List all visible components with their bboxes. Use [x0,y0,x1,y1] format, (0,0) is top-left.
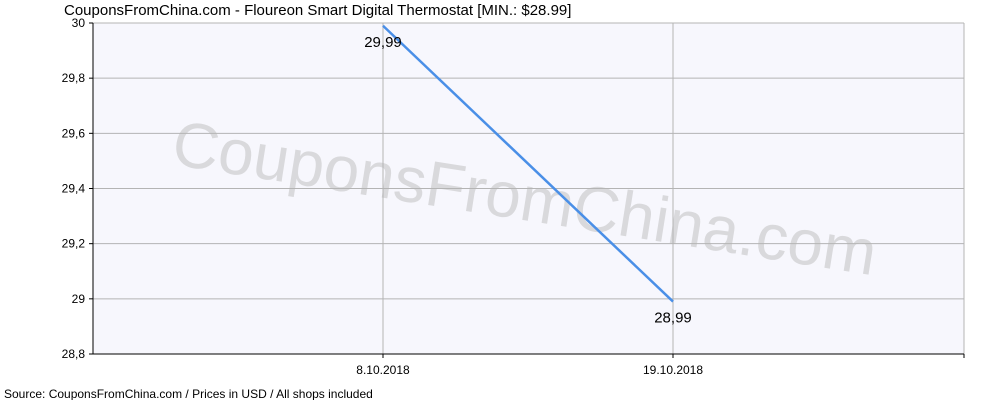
series-line [382,24,674,303]
data-labels: 29,99 28,99 [364,34,692,327]
chart-title: CouponsFromChina.com - Floureon Smart Di… [64,2,571,19]
y-tick-label: 29,6 [62,126,86,140]
x-tick-label: 19.10.2018 [643,363,703,377]
y-tick-label: 29,8 [62,71,86,85]
grid-lines [93,22,965,354]
y-axis-ticks: 30 29,8 29,6 29,4 29,2 29 28,8 [62,16,93,361]
y-tick-label: 30 [72,16,86,30]
y-tick-label: 29 [72,292,86,306]
series-group [382,24,674,303]
data-label: 28,99 [654,310,692,327]
data-label: 29,99 [364,34,402,51]
y-tick-label: 28,8 [62,347,86,361]
y-tick-label: 29,4 [62,182,86,196]
y-tick-label: 29,2 [62,237,86,251]
chart-footer: Source: CouponsFromChina.com / Prices in… [4,387,373,400]
x-axis-ticks: 8.10.2018 19.10.2018 [356,354,965,377]
x-tick-label: 8.10.2018 [356,363,410,377]
